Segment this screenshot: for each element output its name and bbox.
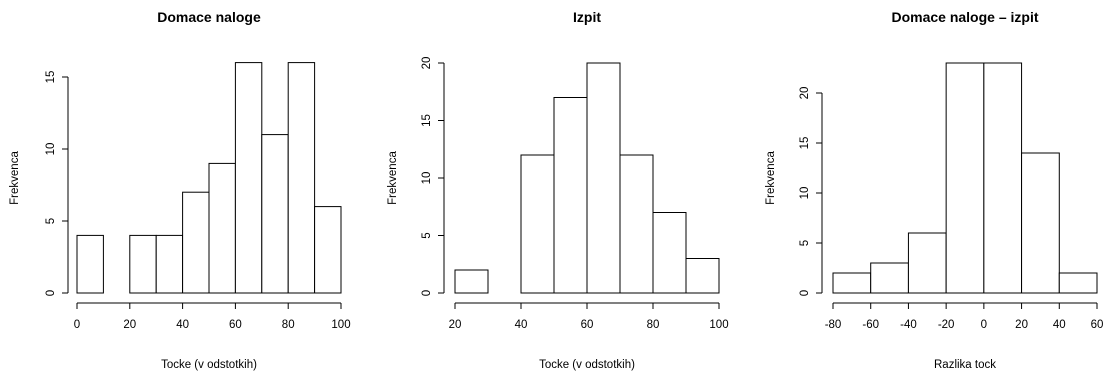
x-tick-label: 0 (74, 319, 80, 331)
chart-title: Domace naloge – izpit (891, 9, 1038, 25)
histogram-bar (553, 97, 588, 294)
x-axis-label: Razlika tock (934, 359, 996, 371)
histogram-bar (314, 206, 342, 294)
y-axis-label: Frekvenca (9, 151, 21, 205)
x-tick-label: 20 (1015, 319, 1028, 331)
y-tick-label: 20 (421, 57, 433, 70)
x-tick-label: 20 (449, 319, 462, 331)
histogram-bar (907, 232, 947, 294)
y-tick-label: 10 (45, 143, 57, 156)
x-tick-label: 60 (229, 319, 242, 331)
y-tick-label: 0 (799, 290, 811, 296)
histogram-bar (586, 62, 621, 294)
y-tick-label: 0 (421, 290, 433, 296)
chart-title: Domace naloge (157, 9, 261, 25)
y-tick-label: 5 (799, 240, 811, 246)
x-tick-label: 0 (981, 319, 987, 331)
x-tick-label: 100 (709, 319, 728, 331)
y-axis-label: Frekvenca (765, 151, 777, 205)
y-tick-label: 15 (421, 114, 433, 127)
y-tick-label: 10 (421, 172, 433, 185)
x-tick-label: 60 (1091, 319, 1104, 331)
histogram-bar (1058, 272, 1098, 294)
histogram-bar (261, 134, 289, 294)
histogram-bar (983, 62, 1023, 294)
histogram-bar (945, 62, 985, 294)
y-tick-label: 5 (421, 232, 433, 238)
histogram-bar (832, 272, 872, 294)
y-tick-label: 5 (45, 218, 57, 224)
x-tick-label: -60 (862, 319, 879, 331)
y-tick-label: 15 (45, 71, 57, 84)
histogram-bar (234, 62, 263, 294)
histogram-bar (652, 212, 687, 294)
x-tick-label: 80 (282, 319, 295, 331)
x-tick-label: 40 (515, 319, 528, 331)
histogram-bar (155, 234, 184, 294)
x-tick-label: -40 (900, 319, 917, 331)
x-axis-label: Tocke (v odstotkih) (161, 359, 257, 371)
x-tick-label: 20 (123, 319, 136, 331)
y-tick-label: 20 (799, 87, 811, 100)
y-axis-label: Frekvenca (387, 151, 399, 205)
histogram-bar (870, 262, 909, 294)
x-tick-label: -80 (825, 319, 842, 331)
histogram-bar (1021, 152, 1060, 294)
y-tick-label: 15 (799, 137, 811, 150)
x-axis-label: Tocke (v odstotkih) (539, 359, 635, 371)
x-tick-label: 80 (647, 319, 660, 331)
x-tick-label: -20 (938, 319, 955, 331)
histogram-bar (76, 234, 104, 294)
histogram-bar (182, 191, 210, 294)
histogram-bar (129, 234, 157, 294)
x-tick-label: 100 (331, 319, 350, 331)
histogram-bar (520, 154, 555, 294)
x-tick-label: 40 (176, 319, 189, 331)
histogram-bar (619, 154, 654, 294)
histogram-bar (208, 162, 236, 294)
chart-title: Izpit (573, 9, 601, 25)
histogram-bar (454, 269, 489, 294)
histogram-bar (685, 258, 720, 294)
y-tick-label: 10 (799, 187, 811, 200)
y-tick-label: 0 (45, 290, 57, 296)
x-tick-label: 60 (581, 319, 594, 331)
x-tick-label: 40 (1053, 319, 1066, 331)
histogram-bar (287, 62, 316, 294)
